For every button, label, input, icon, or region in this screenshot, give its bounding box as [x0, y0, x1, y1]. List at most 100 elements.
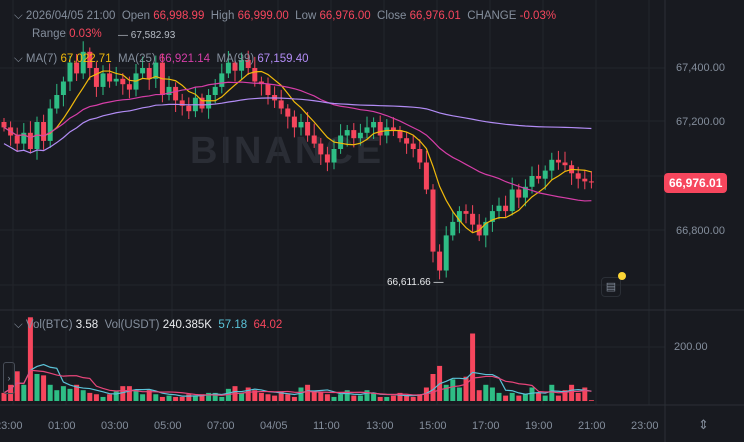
open-value: 66,998.99: [153, 10, 205, 22]
candle-body: [74, 62, 80, 74]
close-value: 66,976.01: [409, 10, 461, 22]
candle-body: [318, 143, 324, 155]
candle-body: [555, 159, 561, 163]
time-tick: 01:00: [48, 420, 76, 432]
volume-bar: [536, 392, 542, 401]
price-tick: 67,400.00: [676, 62, 725, 74]
volume-bar: [483, 384, 489, 401]
volume-bar: [285, 394, 291, 401]
candle-body: [311, 135, 317, 144]
candle-body: [27, 132, 33, 149]
candle-body: [166, 86, 172, 95]
volume-bar: [364, 390, 370, 401]
volume-bar: [133, 390, 139, 401]
range-value: 0.03%: [69, 28, 102, 40]
volume-bar: [87, 392, 93, 401]
change-value: -0.03%: [519, 10, 557, 22]
time-tick: 04/05: [260, 420, 288, 432]
candle-body: [153, 62, 159, 79]
notes-icon[interactable]: ▤: [601, 277, 621, 297]
collapse-chevron-icon[interactable]: ⌵: [14, 10, 23, 22]
volume-bar: [569, 384, 575, 401]
high-label: High: [210, 10, 235, 22]
candle-body: [212, 86, 218, 95]
volume-bar: [1, 392, 7, 401]
candle-body: [509, 189, 515, 212]
vol-btc-label: Vol(BTC): [25, 319, 73, 331]
candle-body: [430, 189, 436, 252]
vol-ma1-value: 57.18: [218, 319, 248, 331]
candle-body: [107, 73, 113, 82]
volume-bar: [113, 391, 119, 401]
candle-body: [377, 122, 383, 136]
volume-bar: [107, 394, 113, 401]
volume-bar: [278, 391, 284, 401]
candle-body: [404, 138, 410, 144]
candle-body: [285, 108, 291, 117]
volume-bar: [80, 390, 86, 401]
candle-body: [522, 186, 528, 198]
vol-chevron-icon[interactable]: ⌵: [14, 319, 23, 331]
expand-panel-button[interactable]: ›: [3, 362, 15, 394]
volume-bar: [562, 390, 568, 401]
candle-body: [21, 132, 27, 144]
ma25-value: 66,921.14: [158, 53, 211, 65]
volume-bar: [192, 395, 198, 401]
candle-body: [93, 68, 99, 87]
candle-body: [120, 78, 126, 85]
time-tick: 07:00: [207, 420, 235, 432]
volume-bar: [93, 394, 99, 401]
candle-body: [384, 127, 390, 136]
range-label: Range: [32, 28, 66, 40]
volume-bar: [47, 384, 53, 401]
volume-bar: [516, 395, 522, 401]
volume-bar: [34, 374, 40, 401]
vol-usdt-value: 240.385K: [162, 319, 212, 331]
volume-bar: [318, 391, 324, 401]
volume-bar: [146, 390, 152, 401]
candle-body: [437, 251, 443, 271]
volume-bar: [338, 394, 344, 401]
volume-ma2-line: [3, 369, 592, 396]
candle-body: [60, 81, 66, 95]
volume-bar: [555, 395, 561, 401]
candle-body: [582, 178, 588, 182]
volume-bar: [159, 396, 165, 401]
candle-body: [245, 59, 251, 68]
ma99-value: 67,159.40: [257, 53, 309, 65]
price-tick: 66,800.00: [676, 225, 725, 237]
low-marker-value: 66,611.66: [387, 277, 431, 288]
volume-bar: [140, 394, 146, 401]
candle-body: [324, 154, 330, 163]
volume-bar: [265, 394, 271, 401]
volume-bar: [371, 392, 377, 401]
candle-body: [239, 59, 245, 71]
candle-body: [100, 73, 106, 87]
ma-chevron-icon[interactable]: ⌵: [14, 53, 23, 65]
candle-body: [146, 68, 152, 79]
volume-bar: [21, 384, 27, 401]
candle-body: [232, 62, 238, 71]
volume-legend: ⌵ Vol(BTC) 3.58 Vol(USDT) 240.385K 57.18…: [14, 319, 282, 332]
ma99-line: [3, 97, 592, 154]
candle-body: [14, 135, 20, 144]
auto-scale-icon[interactable]: ⇕: [698, 417, 709, 432]
ma25-label: MA(25): [118, 53, 156, 65]
candle-body: [536, 176, 542, 179]
volume-bar: [100, 396, 106, 401]
time-tick: 13:00: [366, 420, 394, 432]
volume-bar: [239, 392, 245, 401]
candle-body: [423, 162, 429, 190]
volume-bar: [41, 375, 47, 401]
volume-bar: [390, 395, 396, 401]
volume-bar: [384, 396, 390, 401]
candle-body: [113, 78, 119, 82]
candle-body: [47, 108, 53, 141]
volume-bar: [206, 392, 212, 401]
volume-bar: [54, 390, 60, 401]
candle-body: [305, 122, 311, 136]
vol-btc-value: 3.58: [75, 319, 99, 331]
candle-body: [496, 205, 502, 212]
ma25-line: [3, 81, 592, 202]
